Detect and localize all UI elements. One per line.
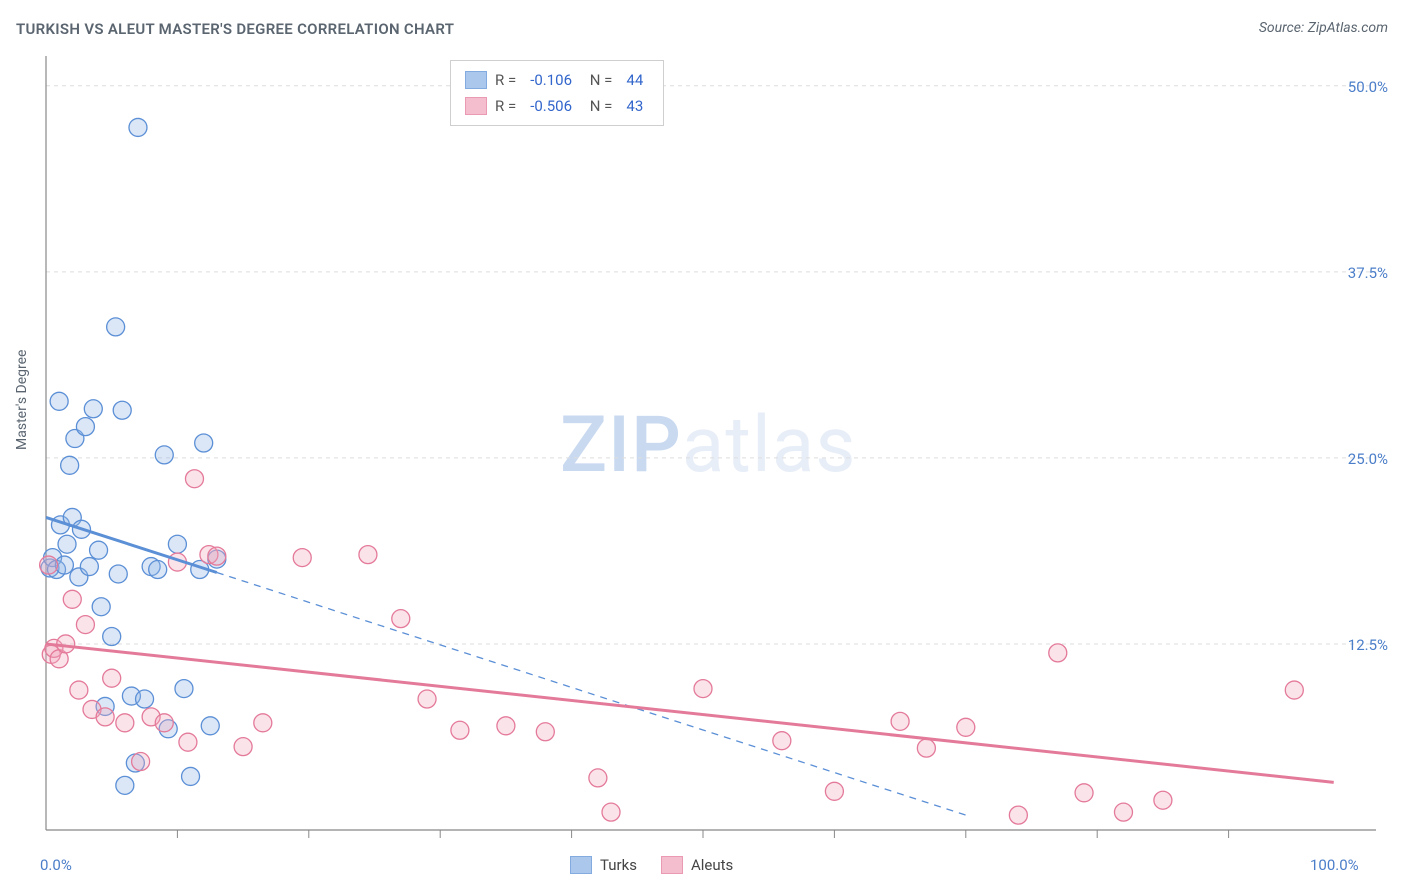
n-value-aleuts: 43 [620, 93, 649, 119]
x-tick-label: 100.0% [1310, 856, 1359, 874]
y-tick-label: 25.0% [1348, 450, 1388, 468]
r-value-aleuts: -0.506 [524, 93, 578, 119]
stats-row-aleuts: R = -0.506 N = 43 [465, 93, 649, 119]
y-tick-label: 12.5% [1348, 636, 1388, 654]
r-label: R = [495, 93, 516, 119]
n-label: N = [586, 67, 612, 93]
stats-legend: R = -0.106 N = 44 R = -0.506 N = 43 [450, 60, 664, 126]
r-label: R = [495, 67, 516, 93]
swatch-turks [570, 856, 592, 874]
y-tick-label: 37.5% [1348, 264, 1388, 282]
n-label: N = [586, 93, 612, 119]
swatch-aleuts [465, 97, 487, 115]
series-legend: Turks Aleuts [570, 856, 733, 874]
legend-label-turks: Turks [600, 856, 637, 874]
r-value-turks: -0.106 [524, 67, 578, 93]
n-value-turks: 44 [620, 67, 649, 93]
y-tick-label: 50.0% [1348, 78, 1388, 96]
stats-row-turks: R = -0.106 N = 44 [465, 67, 649, 93]
plot-area [0, 0, 1406, 892]
x-tick-label: 0.0% [40, 856, 72, 874]
correlation-chart: TURKISH VS ALEUT MASTER'S DEGREE CORRELA… [0, 0, 1406, 892]
legend-item-aleuts: Aleuts [661, 856, 733, 874]
legend-item-turks: Turks [570, 856, 637, 874]
legend-label-aleuts: Aleuts [691, 856, 733, 874]
swatch-turks [465, 71, 487, 89]
swatch-aleuts [661, 856, 683, 874]
